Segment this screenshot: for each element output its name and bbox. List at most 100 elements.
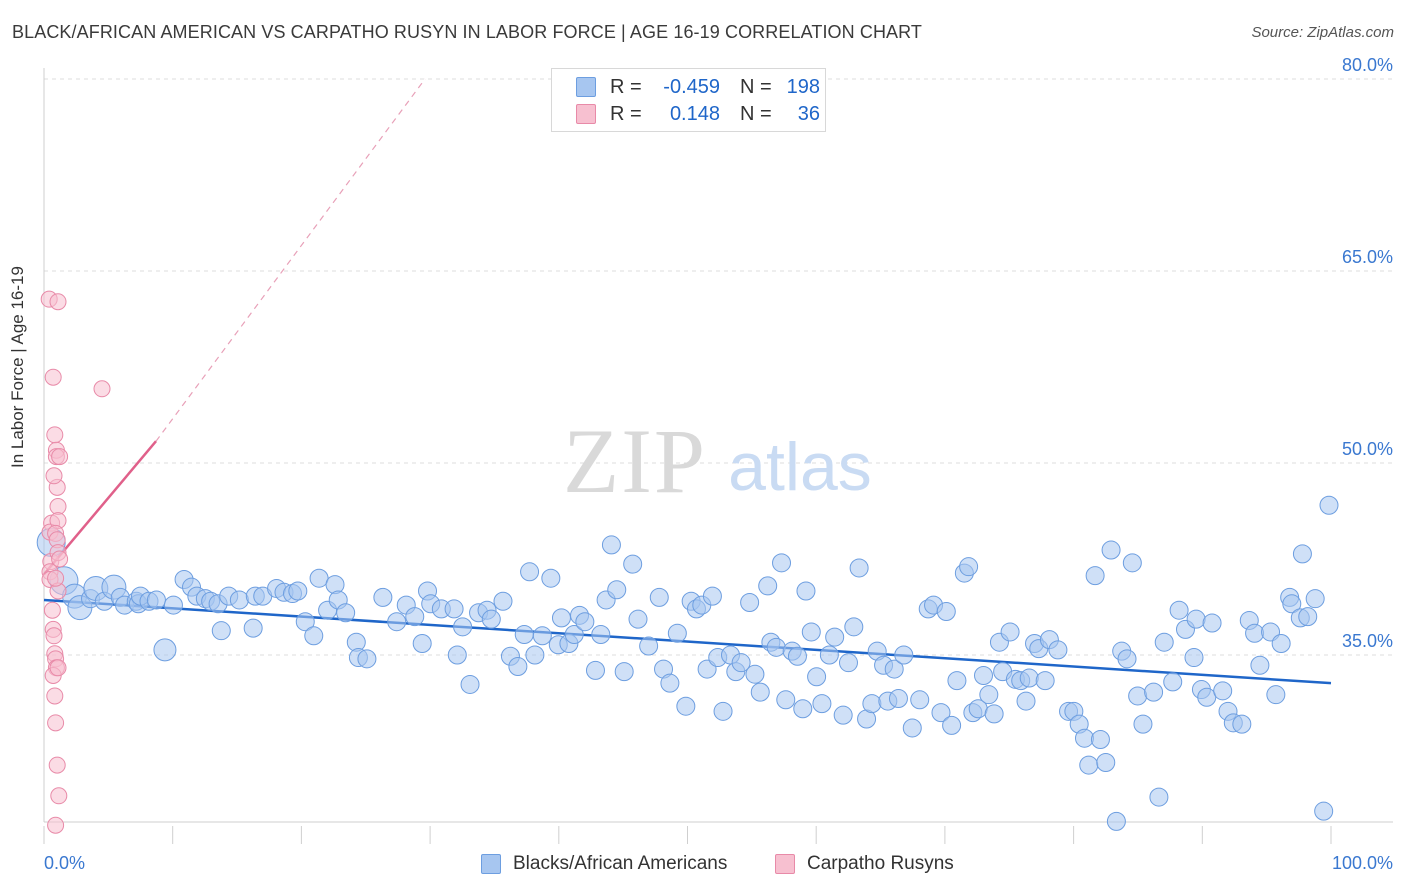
- point-blacks: [607, 580, 627, 600]
- point-blacks: [1128, 686, 1148, 706]
- point-blacks: [493, 591, 513, 611]
- point-blacks: [750, 682, 770, 702]
- point-blacks: [514, 625, 534, 645]
- point-blacks: [1000, 622, 1020, 642]
- point-blacks: [153, 638, 177, 662]
- point-blacks: [481, 609, 501, 629]
- series-label-blacks: Blacks/African Americans: [513, 853, 728, 874]
- point-rusyns: [45, 627, 63, 645]
- point-blacks: [910, 690, 930, 710]
- series-legend-blacks[interactable]: Blacks/African Americans: [481, 853, 727, 875]
- point-blacks: [1250, 655, 1270, 675]
- point-rusyns: [46, 426, 64, 444]
- point-blacks: [947, 671, 967, 691]
- point-blacks: [412, 633, 432, 653]
- point-blacks: [894, 645, 914, 665]
- point-blacks: [551, 608, 571, 628]
- point-blacks: [1144, 682, 1164, 702]
- legend-n-value: 198: [786, 75, 820, 98]
- point-blacks: [766, 637, 786, 657]
- point-rusyns: [47, 569, 65, 587]
- watermark-atlas: atlas: [728, 429, 872, 505]
- y-tick-label: 35.0%: [1342, 631, 1393, 651]
- point-rusyns: [48, 756, 66, 774]
- legend-swatch-rusyns: [576, 104, 596, 124]
- point-blacks: [541, 568, 561, 588]
- correlation-legend: R = -0.459 N = 198 R = 0.148 N = 36: [551, 68, 826, 132]
- series-legend-rusyns[interactable]: Carpatho Rusyns: [775, 853, 954, 875]
- point-blacks: [444, 599, 464, 619]
- point-blacks: [1282, 594, 1302, 614]
- chart-title: BLACK/AFRICAN AMERICAN VS CARPATHO RUSYN…: [12, 22, 923, 42]
- point-blacks: [1154, 632, 1174, 652]
- point-blacks: [211, 621, 231, 641]
- point-rusyns: [43, 601, 61, 619]
- data-points: [36, 290, 1339, 834]
- series-label-rusyns: Carpatho Rusyns: [807, 853, 954, 874]
- point-rusyns: [47, 714, 65, 732]
- point-rusyns: [47, 816, 65, 834]
- point-rusyns: [46, 687, 64, 705]
- series-legend: Blacks/African Americans Carpatho Rusyns: [0, 851, 1406, 879]
- point-blacks: [357, 649, 377, 669]
- point-blacks: [532, 626, 552, 646]
- point-blacks: [1232, 714, 1252, 734]
- point-blacks: [623, 554, 643, 574]
- point-blacks: [740, 593, 760, 613]
- point-blacks: [979, 685, 999, 705]
- y-axis-label: In Labor Force | Age 16-19: [8, 266, 27, 468]
- series-swatch-blacks: [481, 854, 501, 874]
- point-blacks: [387, 612, 407, 632]
- watermark: ZIP atlas: [563, 410, 872, 512]
- point-blacks: [974, 665, 994, 685]
- point-blacks: [1271, 633, 1291, 653]
- point-blacks: [639, 636, 659, 656]
- legend-n-label: N =: [740, 102, 772, 125]
- point-blacks: [825, 627, 845, 647]
- point-blacks: [1016, 691, 1036, 711]
- point-blacks: [1019, 668, 1039, 688]
- point-blacks: [1213, 681, 1233, 701]
- point-blacks: [772, 553, 792, 573]
- point-blacks: [849, 558, 869, 578]
- axes: [43, 68, 1393, 844]
- legend-r-label: R =: [610, 102, 642, 125]
- point-blacks: [812, 694, 832, 714]
- trend-extension-rusyns: [155, 78, 426, 442]
- point-blacks: [1298, 607, 1318, 627]
- point-blacks: [1186, 609, 1206, 629]
- point-blacks: [229, 590, 249, 610]
- point-blacks: [575, 612, 595, 632]
- point-blacks: [288, 581, 308, 601]
- point-blacks: [1085, 566, 1105, 586]
- y-tick-label: 65.0%: [1342, 247, 1393, 267]
- point-blacks: [1117, 649, 1137, 669]
- y-tick-label: 80.0%: [1342, 55, 1393, 75]
- point-rusyns: [93, 380, 111, 398]
- point-blacks: [460, 674, 480, 694]
- point-blacks: [146, 590, 166, 610]
- point-rusyns: [50, 787, 68, 805]
- grid-lines: [44, 78, 1393, 656]
- point-blacks: [1169, 600, 1189, 620]
- point-blacks: [520, 562, 540, 582]
- point-blacks: [796, 581, 816, 601]
- point-blacks: [884, 659, 904, 679]
- point-blacks: [745, 664, 765, 684]
- point-blacks: [936, 601, 956, 621]
- point-blacks: [649, 587, 669, 607]
- point-blacks: [243, 618, 263, 638]
- point-rusyns: [49, 659, 67, 677]
- point-blacks: [1163, 672, 1183, 692]
- source-label: Source: ZipAtlas.com: [1251, 24, 1394, 41]
- point-blacks: [776, 690, 796, 710]
- point-blacks: [793, 699, 813, 719]
- point-blacks: [942, 715, 962, 735]
- point-blacks: [1197, 687, 1217, 707]
- point-blacks: [373, 587, 393, 607]
- legend-n-value: 36: [797, 102, 820, 125]
- point-blacks: [405, 607, 425, 627]
- point-blacks: [1106, 811, 1126, 831]
- point-blacks: [304, 626, 324, 646]
